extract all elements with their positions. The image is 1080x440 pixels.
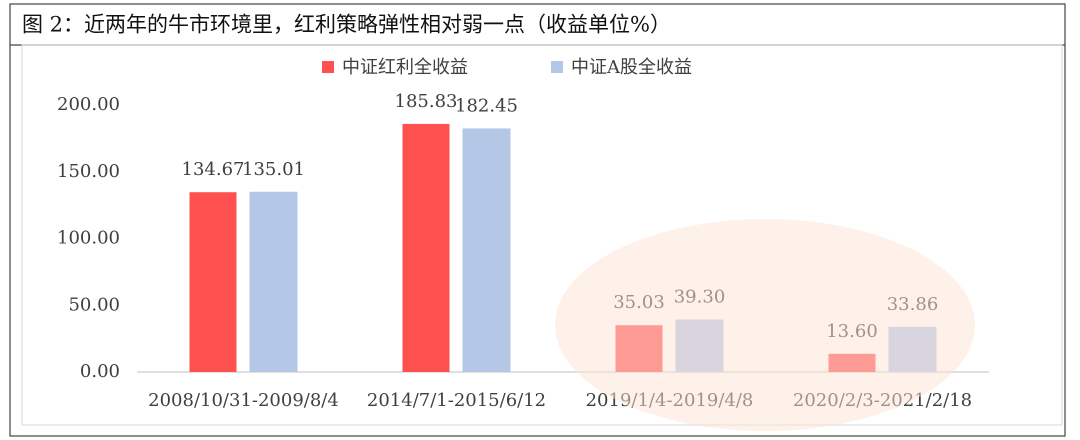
highlight-ellipse — [555, 219, 975, 431]
legend-label: 中证A股全收益 — [571, 57, 692, 78]
y-tick-label: 150.00 — [57, 161, 120, 182]
legend-swatch — [322, 61, 334, 73]
x-tick-label: 2008/10/31-2009/8/4 — [148, 390, 339, 411]
bar — [189, 192, 237, 372]
outer-frame — [9, 3, 1066, 437]
x-tick-label: 2014/7/1-2015/6/12 — [367, 390, 546, 411]
value-label: 135.01 — [242, 159, 305, 180]
y-tick-label: 0.00 — [80, 361, 120, 382]
value-label: 185.83 — [395, 91, 458, 112]
plot-frame — [21, 44, 1063, 426]
bar — [402, 123, 450, 372]
y-tick-label: 200.00 — [57, 94, 120, 115]
legend-swatch — [551, 61, 563, 73]
y-tick-label: 100.00 — [57, 228, 120, 249]
chart-title: 图 2：近两年的牛市环境里，红利策略弹性相对弱一点（收益单位%） — [22, 13, 671, 37]
bar — [462, 128, 511, 372]
value-label: 134.67 — [182, 159, 245, 180]
bar — [249, 191, 298, 372]
y-tick-label: 50.00 — [68, 294, 120, 315]
value-label: 182.45 — [455, 95, 518, 116]
legend-label: 中证红利全收益 — [342, 57, 468, 78]
